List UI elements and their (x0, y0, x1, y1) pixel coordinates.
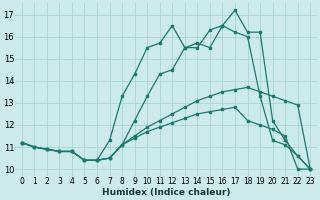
X-axis label: Humidex (Indice chaleur): Humidex (Indice chaleur) (102, 188, 230, 197)
